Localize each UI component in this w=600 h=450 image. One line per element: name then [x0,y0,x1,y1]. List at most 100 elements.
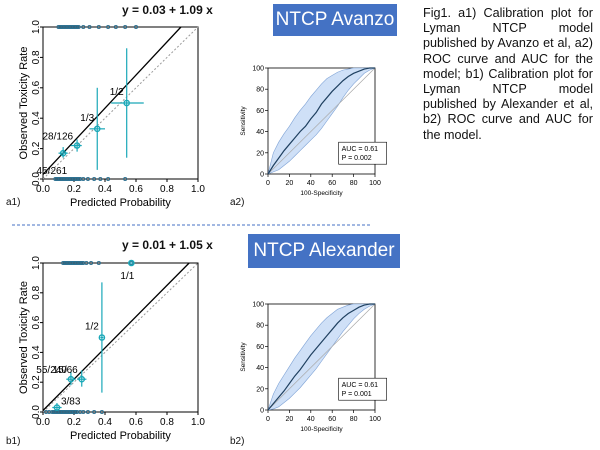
b2-y-tick-label: 60 [256,344,264,351]
b1-x-tick-label: 0.0 [36,417,50,428]
a2-x-tick-label: 0 [266,180,270,187]
a1-group-label: 28/126 [43,132,74,143]
a1-y-tick-label: 0.8 [31,50,42,64]
b2-x-tick-label: 80 [350,416,358,423]
figure-caption: Fig1. a1) Calibration plot for Lyman NTC… [423,6,593,142]
b2-x-tick-label: 60 [328,416,336,423]
b1-group-label: 3/83 [61,397,81,408]
a1-group-label: 1/3 [80,113,94,124]
b1-rug-event [89,260,94,266]
a1-rug-event [123,24,128,30]
a2-diagonal-reference [267,67,376,175]
a1-rug-nonevent [123,176,128,182]
calibration-plot-b1: 0.0 0.2 0.4 0.6 0.8 1.0 0.0 0.2 0.4 0.6 0.8 1.0 Pred… [18,256,205,442]
b1-group-label: 15/66 [53,365,78,376]
panel-label-b2: b2) [230,436,245,447]
b1-group-point [128,259,135,267]
b1-rug-event [79,260,84,266]
a1-group-point [123,99,130,107]
a1-rug-event [96,24,101,30]
a1-group-label: 1/2 [110,87,124,98]
b1-rug-event [129,260,134,266]
a2-x-tick-label: 80 [350,180,358,187]
b2-y-axis-title: Sensitivity [240,342,247,372]
b2-roc-curve [267,303,375,411]
a1-rug-event [106,24,111,30]
a1-rug-event [75,24,80,30]
a2-x-tick-label: 100 [369,180,381,187]
a2-y-tick-label: 80 [256,87,264,94]
b1-rug-nonevent [92,409,97,415]
b1-x-tick-label: 1.0 [191,417,205,428]
a1-rug-event [76,24,81,30]
a2-y-tick-label: 60 [256,108,264,115]
a1-y-tick-label: 0.2 [31,141,42,155]
b1-x-tick-label: 0.4 [98,417,112,428]
b1-y-tick-label: 0.6 [31,315,42,329]
a1-group-point [59,149,67,157]
a1-rug-nonevent [85,176,90,182]
b2-y-tick-label: 40 [256,365,264,372]
b1-x-tick-label: 0.8 [160,417,174,428]
b1-y-tick-label: 0.2 [31,375,42,389]
b1-x-tick-label: 0.2 [67,417,81,428]
a1-rug-nonevent [92,176,97,182]
a1-rug-nonevent [81,176,86,182]
b2-y-tick-label: 100 [252,302,264,309]
a1-x-tick-label: 0.8 [160,184,174,195]
a2-auc-text: AUC = 0.61 [342,146,378,153]
a1-y-tick-label: 0.4 [31,111,42,125]
a1-rug-event [133,24,139,30]
b2-y-tick-label: 20 [256,386,264,393]
a2-x-tick-label: 60 [328,180,336,187]
a2-y-tick-label: 40 [256,129,264,136]
b1-rug-nonevent [99,409,104,415]
b1-group-point [78,375,86,383]
a1-x-axis-title: Predicted Probability [70,197,171,209]
b1-rug-nonevent [85,409,90,415]
a1-group-point [73,142,81,149]
b1-y-axis-title: Observed Toxicity Rate [18,281,30,394]
a1-x-tick-label: 0.6 [129,184,143,195]
a1-group-point [93,125,101,133]
b1-rug-nonevent [81,409,86,415]
a1-y-tick-label: 0.6 [31,80,42,94]
a1-x-tick-label: 0.4 [98,184,112,195]
b1-y-tick-label: 1.0 [31,256,42,270]
b1-plot-frame [42,262,199,413]
b1-y-tick-label: 0.4 [31,345,42,359]
a1-rug-event [81,24,86,30]
b1-group-point [67,375,75,383]
b1-group-label: 1/2 [85,322,99,333]
a2-x-tick-label: 40 [307,180,315,187]
panel-label-b1: b1) [6,436,21,447]
a1-rug-event [87,24,92,30]
b2-y-tick-label: 80 [256,323,264,330]
a2-roc-curve [267,67,375,175]
a2-p-value-text: P = 0.002 [342,155,372,162]
a1-fit-line [42,26,182,175]
b2-y-tick-label: 0 [260,408,264,415]
a1-x-tick-label: 0.0 [36,184,50,195]
title-ntcp-alexander: NTCP Alexander [248,234,400,268]
b1-rug-nonevent [73,409,78,415]
a2-y-axis-title: Sensitivity [240,106,247,136]
a2-x-axis-title: 100-Specificity [300,190,343,197]
b1-rug-event [84,260,89,266]
a1-x-tick-label: 0.2 [67,184,81,195]
a2-auc-box [338,141,387,165]
a1-y-axis-title: Observed Toxicity Rate [18,47,30,160]
a1-rug-nonevent [98,176,103,182]
b2-x-axis-title: 100-Specificity [300,426,343,433]
b1-x-axis-title: Predicted Probability [70,430,171,442]
b2-x-tick-label: 40 [307,416,315,423]
b1-group-label: 1/1 [120,271,134,282]
a1-rug-nonevent [76,176,81,182]
a2-y-tick-label: 0 [260,172,264,179]
b2-x-tick-label: 100 [369,416,381,423]
a1-rug-nonevent [106,176,111,182]
equation-b1: y = 0.01 + 1.05 x [122,238,213,252]
b1-y-tick-label: 0.8 [31,285,42,299]
b1-rug-event [96,260,101,266]
a2-x-tick-label: 20 [286,180,294,187]
